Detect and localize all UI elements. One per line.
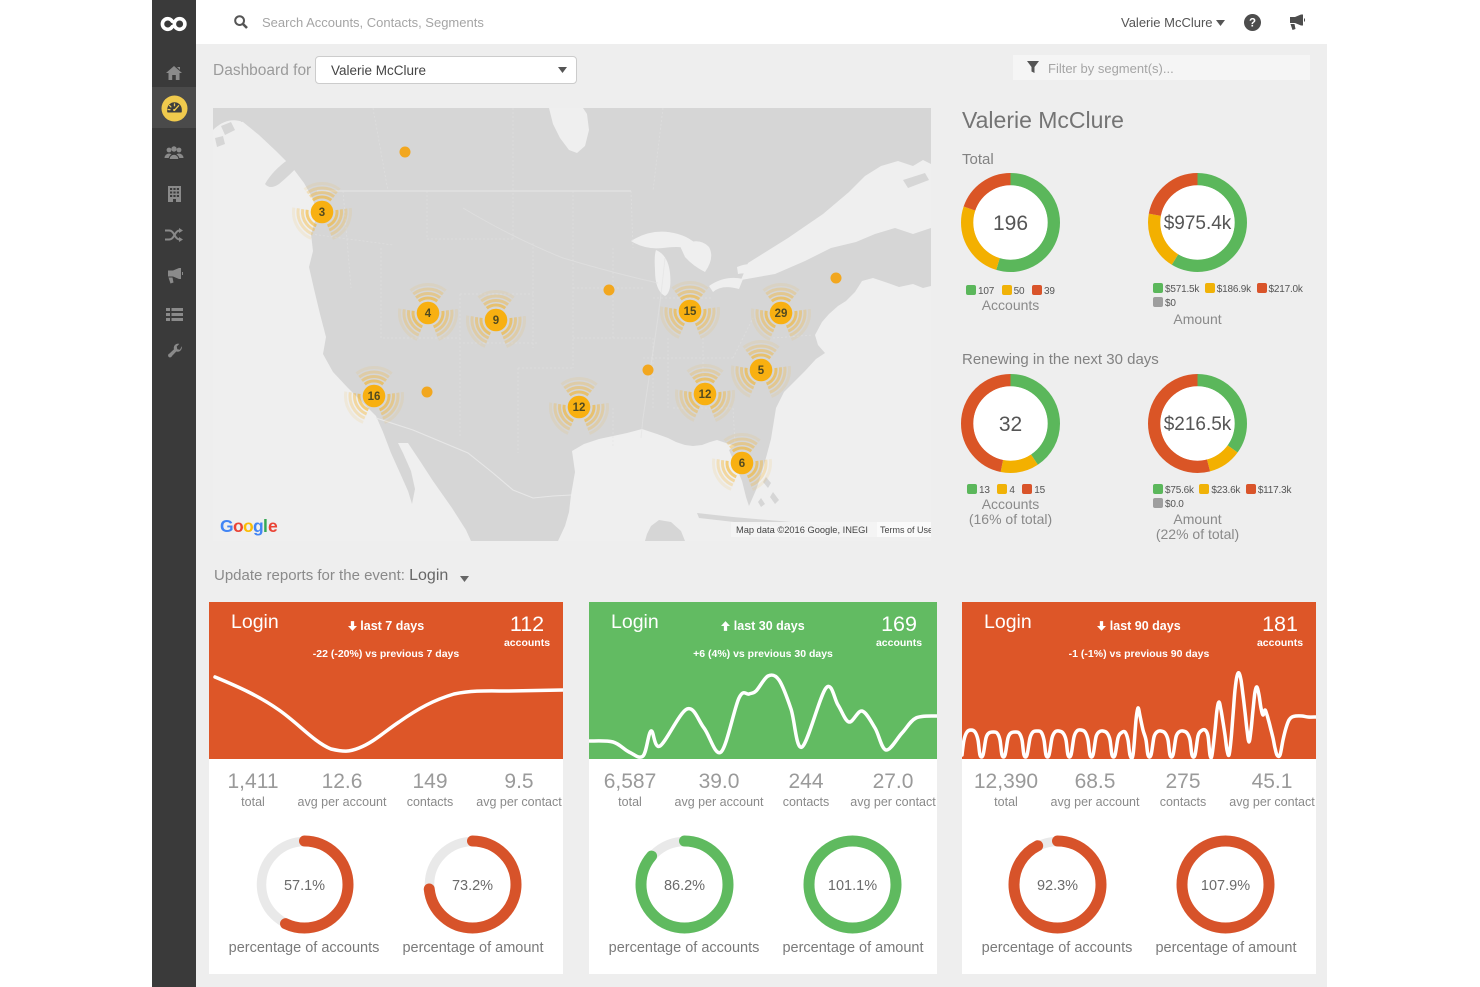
svg-text:101.1%: 101.1% xyxy=(828,878,877,894)
svg-text:l: l xyxy=(263,516,268,536)
svg-text:16: 16 xyxy=(368,391,381,403)
svg-text:29: 29 xyxy=(775,308,788,320)
svg-text:g: g xyxy=(253,516,264,536)
svg-text:86.2%: 86.2% xyxy=(664,878,705,894)
svg-text:12: 12 xyxy=(573,402,586,414)
svg-text:107.9%: 107.9% xyxy=(1201,878,1250,894)
svg-text:G: G xyxy=(220,516,234,536)
svg-text:9: 9 xyxy=(493,315,499,327)
svg-text:5: 5 xyxy=(758,365,765,377)
svg-text:57.1%: 57.1% xyxy=(284,878,325,894)
svg-text:32: 32 xyxy=(999,413,1022,436)
svg-text:6: 6 xyxy=(739,458,745,470)
svg-text:$216.5k: $216.5k xyxy=(1164,414,1232,435)
svg-text:$975.4k: $975.4k xyxy=(1164,213,1232,234)
svg-text:?: ? xyxy=(1249,18,1256,30)
svg-text:Map data ©2016 Google, INEGI: Map data ©2016 Google, INEGI xyxy=(736,525,868,535)
svg-text:3: 3 xyxy=(319,207,325,219)
svg-text:Terms of Use: Terms of Use xyxy=(880,525,931,535)
svg-text:4: 4 xyxy=(425,308,432,320)
svg-text:o: o xyxy=(243,516,254,536)
svg-text:15: 15 xyxy=(684,306,697,318)
svg-text:12: 12 xyxy=(699,389,712,401)
svg-text:196: 196 xyxy=(993,212,1028,235)
svg-text:e: e xyxy=(268,516,278,536)
svg-text:92.3%: 92.3% xyxy=(1037,878,1078,894)
svg-text:73.2%: 73.2% xyxy=(452,878,493,894)
svg-text:o: o xyxy=(233,516,244,536)
